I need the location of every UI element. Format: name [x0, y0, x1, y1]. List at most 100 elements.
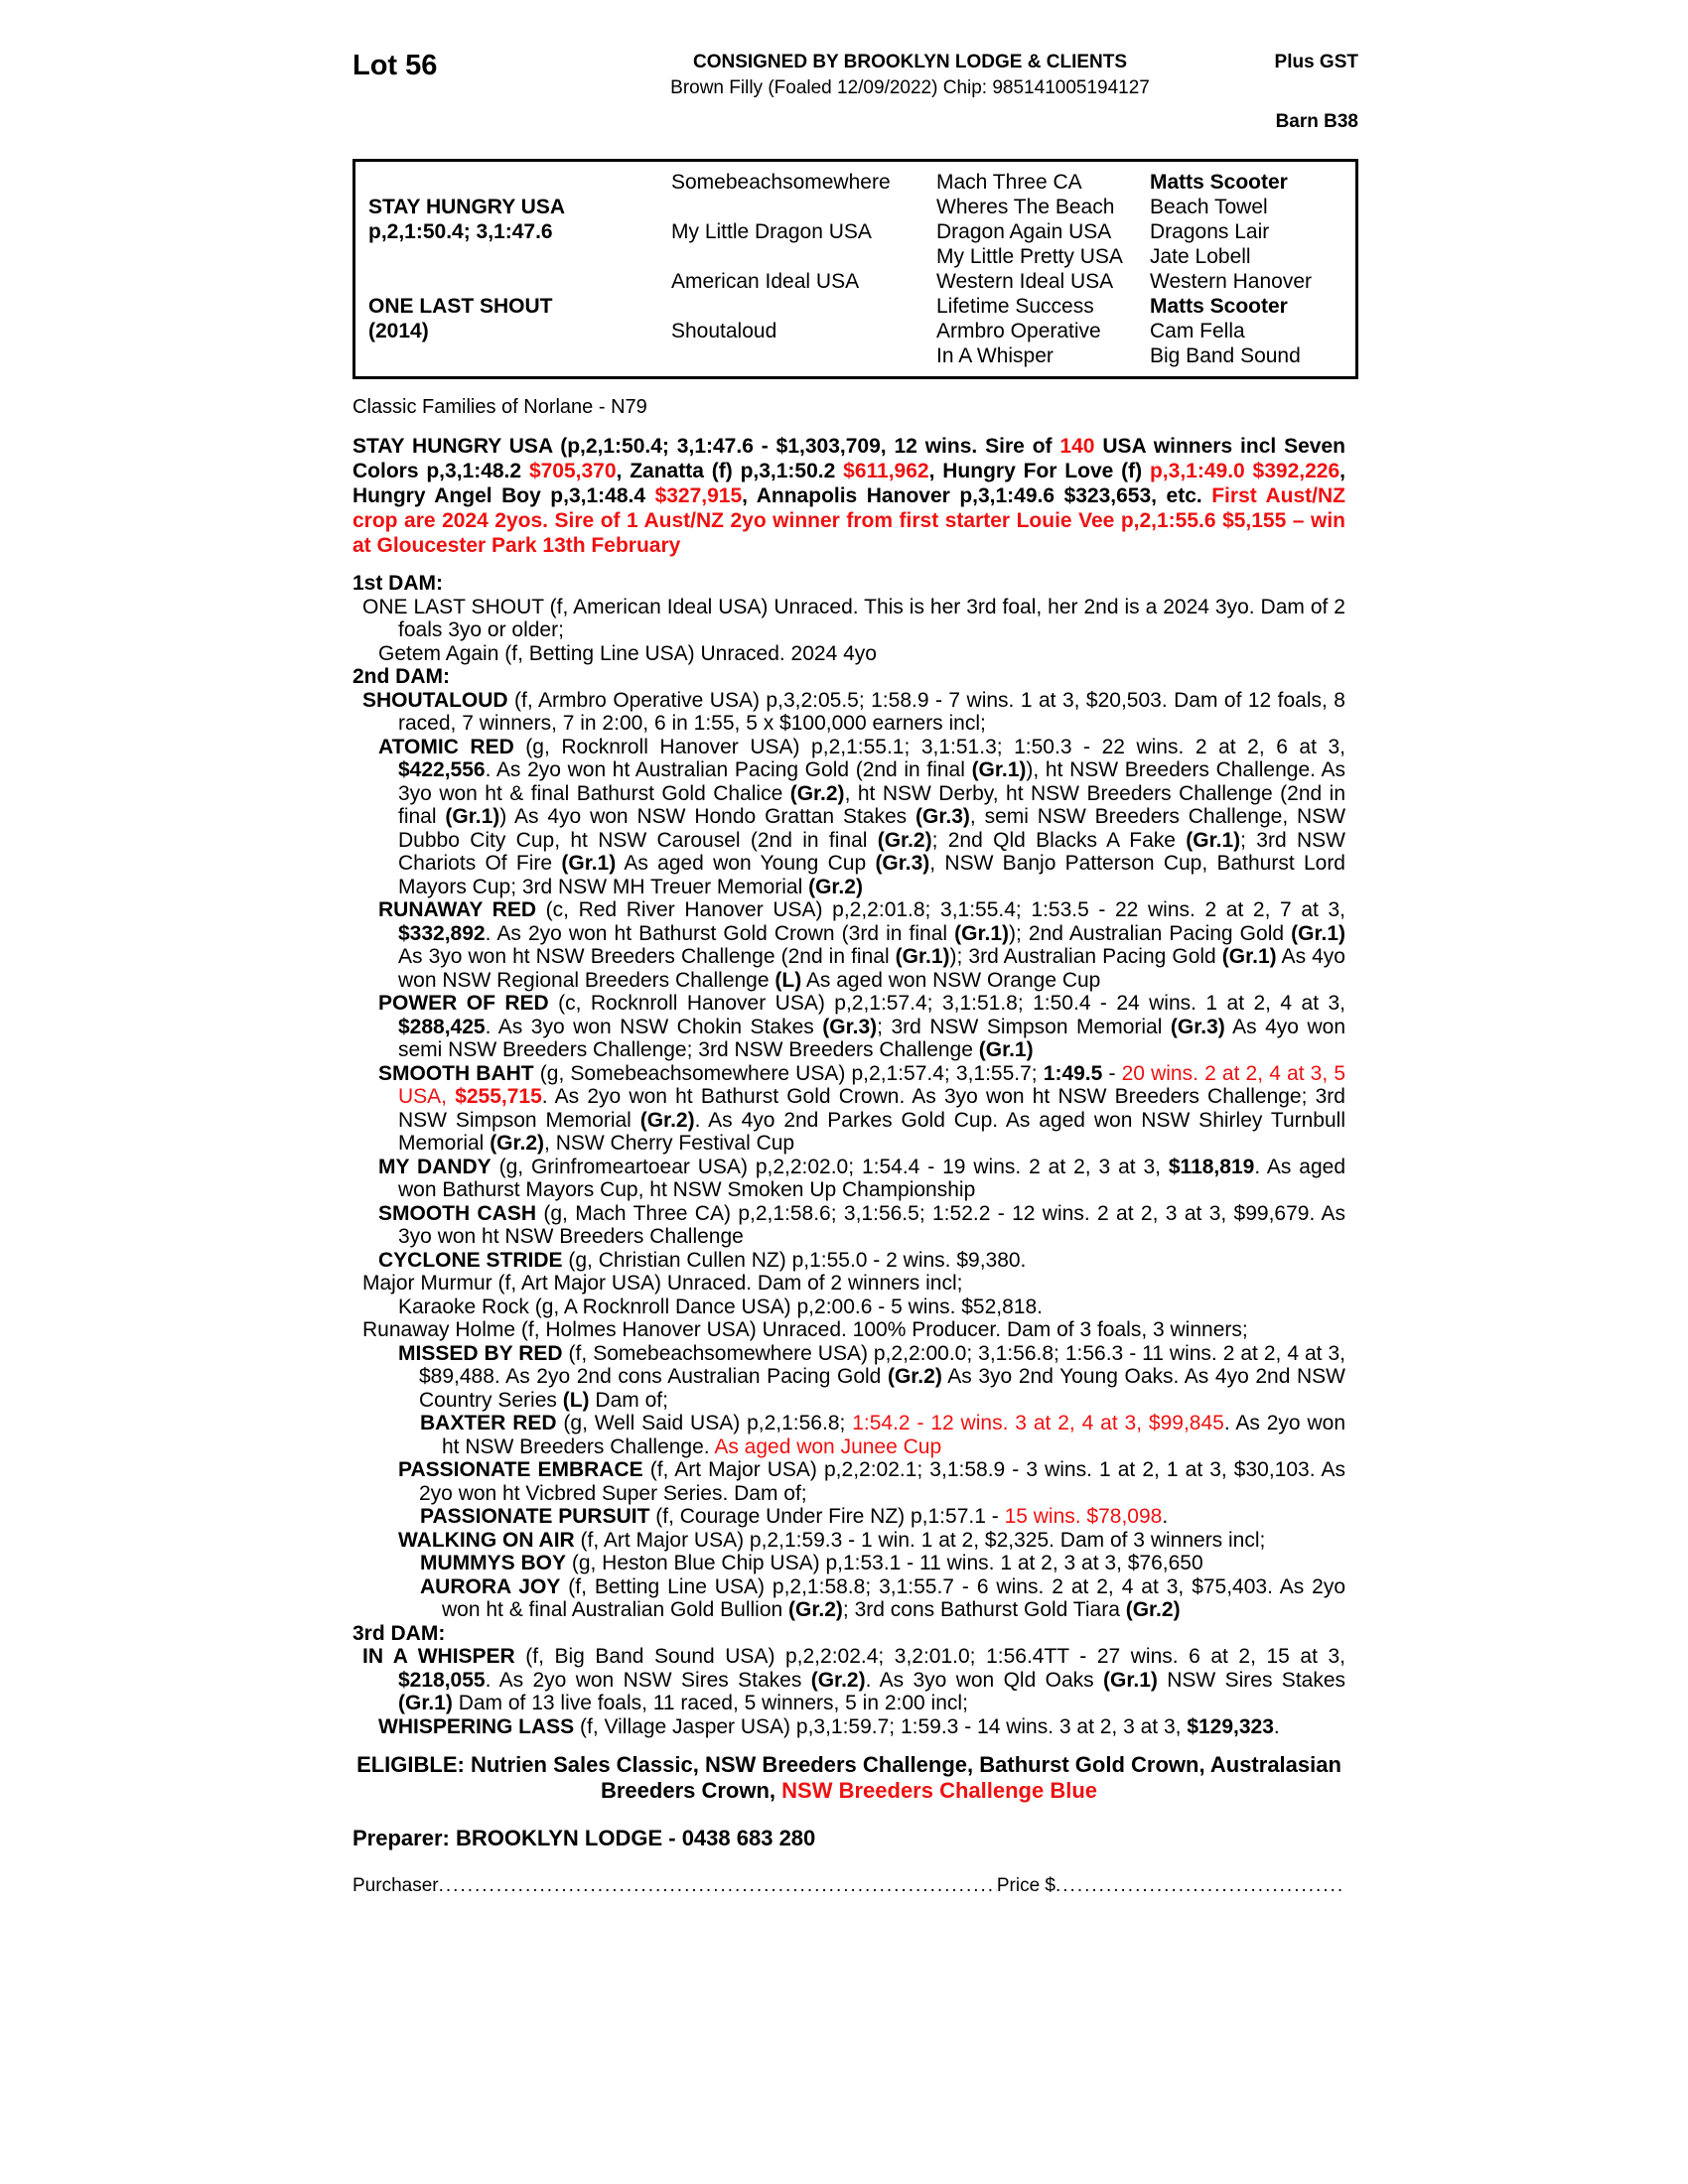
text-run: . As 4yo 2nd Parkes Gold Cup. As aged wo… — [398, 1108, 1345, 1156]
pedigree-cell: Matts Scooter — [1150, 171, 1288, 194]
text-run: (Gr.1) — [445, 805, 500, 828]
text-run: As 3yo won ht NSW Breeders Challenge (2n… — [398, 945, 896, 968]
text-run: Dam of; — [589, 1388, 668, 1412]
pedigree-cell: p,2,1:50.4; 3,1:47.6 — [368, 220, 553, 243]
text-run: . — [1273, 1714, 1280, 1738]
text-run: USA winners incl Seven Colors p,3,1:48.2 — [352, 435, 1345, 482]
text-run: (f, Armbro Operative USA) p,3,2:05.5; 1:… — [398, 688, 1345, 736]
text-run: SMOOTH CASH — [378, 1201, 537, 1225]
second-dam-heading: 2nd DAM: — [352, 665, 450, 688]
text-run: Major Murmur (f, Art Major USA) Unraced.… — [362, 1272, 963, 1295]
pedigree-cell: Western Ideal USA — [936, 270, 1114, 293]
text-run: PASSIONATE EMBRACE — [398, 1458, 643, 1481]
text-run: PASSIONATE PURSUIT — [420, 1505, 650, 1528]
text-run: (g, Christian Cullen NZ) p,1:55.0 - 2 wi… — [562, 1248, 1027, 1272]
pedigree-cell: (2014) — [368, 320, 429, 342]
eligibility-statement: ELIGIBLE: Nutrien Sales Classic, NSW Bre… — [352, 1752, 1345, 1804]
text-run: ), ht NSW Breeders Challenge. As 3yo won… — [398, 758, 1345, 805]
text-run: . As 2yo won ht Australian Pacing Gold (… — [485, 758, 972, 781]
text-run: $705,370 — [528, 460, 617, 482]
text-run: 15 wins. $78,098 — [1004, 1505, 1163, 1528]
text-run: . As 2yo won ht Bathurst Gold Crown (3rd… — [485, 921, 955, 945]
pedigree-cell: Jate Lobell — [1150, 245, 1251, 268]
pedigree-cell: ONE LAST SHOUT — [368, 295, 553, 318]
para-walking-on-air: WALKING ON AIR (f, Art Major USA) p,2,1:… — [352, 1529, 1345, 1553]
third-dam-heading: 3rd DAM: — [352, 1621, 446, 1645]
pedigree-cell: Armbro Operative — [936, 320, 1101, 342]
text-run: As aged won NSW Orange Cup — [801, 968, 1101, 992]
para-karaoke-rock: Karaoke Rock (g, A Rocknroll Dance USA) … — [352, 1296, 1345, 1319]
text-run: As 4yo won semi NSW Breeders Challenge; … — [398, 1015, 1345, 1062]
family-note: Classic Families of Norlane - N79 — [352, 396, 647, 418]
para-passionate-embrace: PASSIONATE EMBRACE (f, Art Major USA) p,… — [352, 1458, 1345, 1505]
pedigree-cell: Cam Fella — [1150, 320, 1245, 342]
pedigree-cell: Wheres The Beach — [936, 196, 1115, 218]
pedigree-table: Somebeachsomewhere Mach Three CA Matts S… — [352, 159, 1358, 379]
text-run: (Gr.1) — [978, 1038, 1034, 1061]
text-run: WHISPERING LASS — [378, 1714, 575, 1738]
text-run: p,3,1:49.0 $392,226 — [1149, 460, 1340, 482]
pedigree-cell — [671, 343, 936, 368]
text-run: (f, Courage Under Fire NZ) p,1:57.1 - — [649, 1505, 1005, 1528]
text-run: ); 3rd Australian Pacing Gold — [949, 945, 1222, 968]
pedigree-cell: Dragon Again USA — [936, 220, 1112, 243]
text-run: . — [1162, 1505, 1169, 1528]
text-run: (Gr.2) — [490, 1132, 545, 1155]
para-major-murmur: Major Murmur (f, Art Major USA) Unraced.… — [352, 1272, 1345, 1296]
preparer-line: Preparer: BROOKLYN LODGE - 0438 683 280 — [352, 1826, 816, 1850]
text-run: (Gr.2) — [810, 1668, 866, 1692]
text-run: , Annapolis Hanover p,3,1:49.6 $323,653,… — [742, 484, 1212, 507]
catalog-page: Lot 56 CONSIGNED BY BROOKLYN LODGE & CLI… — [352, 50, 1358, 1897]
text-run: Karaoke Rock (g, A Rocknroll Dance USA) … — [398, 1295, 1044, 1318]
text-run: (g, Grinfromeartoear USA) p,2,2:02.0; 1:… — [491, 1155, 1169, 1178]
barn-number: Barn B38 — [1275, 111, 1358, 132]
text-run: (g, Well Said USA) p,2,1:56.8; — [556, 1412, 853, 1434]
text-run: (f, Betting Line USA) p,2,1:58.8; 3,1:55… — [442, 1574, 1345, 1622]
para-smooth-baht: SMOOTH BAHT (g, Somebeachsomewhere USA) … — [352, 1062, 1345, 1156]
page-header: Lot 56 CONSIGNED BY BROOKLYN LODGE & CLI… — [352, 50, 1358, 99]
text-run: Runaway Holme (f, Holmes Hanover USA) Un… — [362, 1318, 1248, 1341]
text-run: Getem Again (f, Betting Line USA) Unrace… — [378, 641, 877, 665]
text-run: (Gr.1) — [1291, 921, 1345, 945]
text-run: , Hungry For Love (f) — [928, 460, 1150, 482]
text-run: (Gr.1) — [895, 945, 950, 968]
text-run: ; 3rd NSW Chariots Of Fire — [398, 828, 1345, 876]
text-run: 20 wins. 2 at 2, 4 at 3, 5 USA, — [398, 1061, 1345, 1109]
text-run: ; 3rd cons Bathurst Gold Tiara — [842, 1598, 1126, 1621]
purchaser-dotted-line: ........................................… — [438, 1875, 997, 1896]
para-my-dandy: MY DANDY (g, Grinfromeartoear USA) p,2,2… — [352, 1156, 1345, 1202]
para-passionate-pursuit: PASSIONATE PURSUIT (f, Courage Under Fir… — [352, 1505, 1345, 1529]
text-run: $611,962 — [843, 460, 929, 482]
text-run: , ht NSW Derby, ht NSW Breeders Challeng… — [398, 781, 1345, 829]
text-run: ) As 4yo won NSW Hondo Grattan Stakes — [499, 805, 916, 828]
para-missed-by-red: MISSED BY RED (f, Somebeachsomewhere USA… — [352, 1342, 1345, 1413]
text-run: (g, Rocknroll Hanover USA) p,2,1:55.1; 3… — [513, 735, 1345, 758]
purchaser-label: Purchaser — [352, 1875, 439, 1896]
pedigree-cell: In A Whisper — [936, 344, 1054, 367]
para-runaway-red: RUNAWAY RED (c, Red River Hanover USA) p… — [352, 898, 1345, 992]
text-run: (Gr.3) — [1170, 1015, 1225, 1038]
pedigree-cell — [671, 195, 936, 219]
text-run: Dam of 13 live foals, 11 raced, 5 winner… — [452, 1692, 968, 1714]
text-run: (f, Somebeachsomewhere USA) p,2,2:00.0; … — [419, 1341, 1345, 1389]
text-run: (f, Art Major USA) p,2,1:59.3 - 1 win. 1… — [574, 1528, 1266, 1552]
pedigree-cell: Matts Scooter — [1150, 295, 1288, 318]
para-atomic-red: ATOMIC RED (g, Rocknroll Hanover USA) p,… — [352, 736, 1345, 899]
text-run: RUNAWAY RED — [378, 898, 536, 921]
pedigree-cell: Beach Towel — [1150, 196, 1268, 218]
text-run: ; 2nd Qld Blacks A Fake — [931, 828, 1187, 852]
text-run: . As 3yo won NSW Chokin Stakes — [485, 1015, 823, 1038]
text-run: . As aged won Bathurst Mayors Cup, ht NS… — [398, 1155, 1345, 1202]
text-run: (Gr.2) — [808, 875, 863, 898]
text-run: $288,425 — [398, 1015, 486, 1038]
text-run: $332,892 — [398, 921, 486, 945]
text-run: (c, Rocknroll Hanover USA) p,2,1:57.4; 3… — [548, 992, 1345, 1015]
lot-number: Lot 56 — [352, 50, 438, 81]
text-run: As 4yo won NSW Regional Breeders Challen… — [398, 945, 1345, 992]
text-run: As 3yo 2nd Young Oaks. As 4yo 2nd NSW Co… — [419, 1365, 1345, 1412]
sire-summary-paragraph: STAY HUNGRY USA (p,2,1:50.4; 3,1:47.6 - … — [352, 434, 1345, 558]
text-run: (Gr.2) — [887, 1365, 942, 1388]
text-run: MISSED BY RED — [398, 1341, 563, 1365]
text-run: AURORA JOY — [420, 1574, 561, 1598]
text-run: ONE LAST SHOUT (f, American Ideal USA) U… — [362, 595, 1345, 642]
